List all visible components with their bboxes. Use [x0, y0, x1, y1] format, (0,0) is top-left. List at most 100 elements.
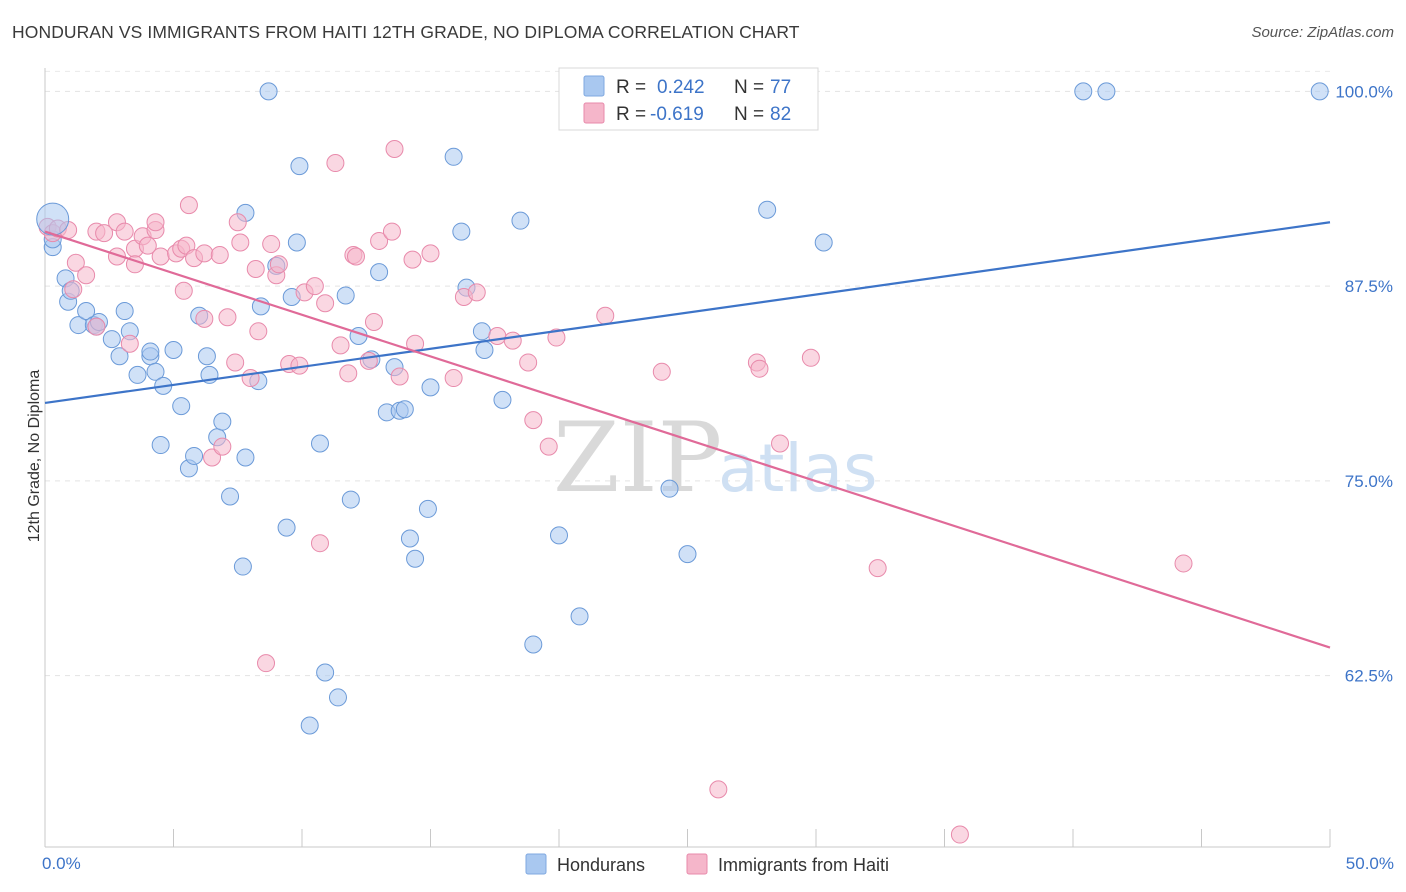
point-haiti: [218, 308, 237, 327]
point-hondurans: [141, 342, 160, 361]
legend-r-label: R =: [616, 77, 646, 98]
point-haiti: [331, 336, 350, 355]
trend-lines: [44, 221, 1331, 649]
legend-n-value: 77: [770, 77, 791, 98]
point-haiti: [339, 364, 358, 383]
point-haiti: [87, 317, 106, 336]
point-hondurans: [493, 390, 512, 409]
point-haiti: [709, 780, 728, 799]
y-tick-label: 100.0%: [1335, 82, 1393, 101]
series-legend-label-hondurans: Hondurans: [557, 855, 645, 875]
point-haiti: [868, 559, 887, 578]
point-hondurans: [287, 233, 306, 252]
point-hondurans: [213, 412, 232, 431]
point-haiti: [326, 154, 345, 173]
point-haiti: [241, 369, 260, 388]
point-hondurans: [524, 635, 543, 654]
point-hondurans: [151, 436, 170, 455]
point-haiti: [257, 654, 276, 673]
point-haiti: [801, 348, 820, 367]
point-hondurans: [128, 365, 147, 384]
y-tick-label: 62.5%: [1345, 667, 1393, 686]
point-haiti: [120, 334, 139, 353]
point-haiti: [539, 437, 558, 456]
point-hondurans: [336, 286, 355, 305]
point-hondurans: [660, 479, 679, 498]
legend-swatch-hondurans: [583, 75, 605, 97]
point-haiti: [115, 222, 134, 241]
y-tick-label: 87.5%: [1345, 277, 1393, 296]
point-hondurans: [172, 397, 191, 416]
axes: [44, 68, 1331, 848]
point-hondurans: [236, 448, 255, 467]
legend-r-label: R =: [616, 104, 646, 125]
chart-title: HONDURAN VS IMMIGRANTS FROM HAITI 12TH G…: [12, 22, 800, 42]
point-hondurans: [475, 340, 494, 359]
point-haiti: [151, 247, 170, 266]
point-haiti: [195, 309, 214, 328]
point-hondurans: [146, 362, 165, 381]
point-hondurans: [115, 302, 134, 321]
point-haiti: [359, 351, 378, 370]
point-hondurans: [164, 340, 183, 359]
point-hondurans: [472, 322, 491, 341]
point-haiti: [310, 534, 329, 553]
point-haiti: [771, 434, 790, 453]
point-hondurans: [452, 222, 471, 241]
point-haiti: [138, 236, 157, 255]
point-hondurans: [233, 557, 252, 576]
point-haiti: [652, 362, 671, 381]
data-points: [36, 82, 1329, 844]
point-hondurans: [421, 378, 440, 397]
point-haiti: [390, 367, 409, 386]
point-haiti: [444, 369, 463, 388]
point-hondurans: [758, 200, 777, 219]
point-hondurans: [444, 147, 463, 166]
series-legend-swatch-hondurans: [525, 853, 547, 875]
point-haiti: [179, 196, 198, 215]
point-hondurans: [310, 434, 329, 453]
point-haiti: [547, 328, 566, 347]
point-hondurans: [290, 157, 309, 176]
point-haiti: [385, 140, 404, 159]
point-haiti: [213, 437, 232, 456]
legend-r-value: 0.242: [657, 77, 705, 98]
point-hondurans: [550, 526, 568, 545]
point-haiti: [364, 312, 383, 331]
trend-line-hondurans: [44, 221, 1331, 405]
point-haiti: [249, 322, 268, 341]
point-haiti: [66, 253, 85, 272]
point-haiti: [305, 277, 324, 296]
point-hondurans: [110, 347, 129, 366]
point-haiti: [95, 224, 114, 243]
legend-n-value: 82: [770, 104, 791, 125]
watermark: ZIP atlas: [553, 402, 878, 514]
point-hondurans: [77, 302, 96, 321]
point-haiti: [262, 235, 281, 254]
point-hondurans: [316, 663, 335, 682]
point-haiti: [370, 231, 389, 250]
legend-r-value: -0.619: [650, 104, 704, 125]
point-haiti: [228, 213, 247, 232]
point-haiti: [488, 326, 507, 345]
point-haiti: [316, 294, 335, 313]
point-haiti: [596, 306, 615, 325]
x-tick-label-min: 0.0%: [42, 854, 81, 873]
point-haiti: [195, 244, 214, 263]
point-hondurans: [678, 545, 697, 564]
point-hondurans: [300, 716, 319, 735]
point-hondurans: [259, 82, 278, 101]
point-haiti: [346, 247, 365, 266]
point-haiti: [467, 283, 486, 302]
point-haiti: [231, 233, 250, 252]
point-haiti: [146, 213, 165, 232]
point-hondurans: [1074, 82, 1093, 101]
y-axis-label: 12th Grade, No Diploma: [26, 370, 43, 543]
source-credit: Source: ZipAtlas.com: [1251, 24, 1394, 41]
legend-swatch-haiti: [583, 102, 605, 124]
point-haiti: [750, 359, 769, 378]
point-hondurans: [221, 487, 240, 506]
point-hondurans: [341, 490, 360, 509]
point-hondurans: [400, 529, 419, 548]
